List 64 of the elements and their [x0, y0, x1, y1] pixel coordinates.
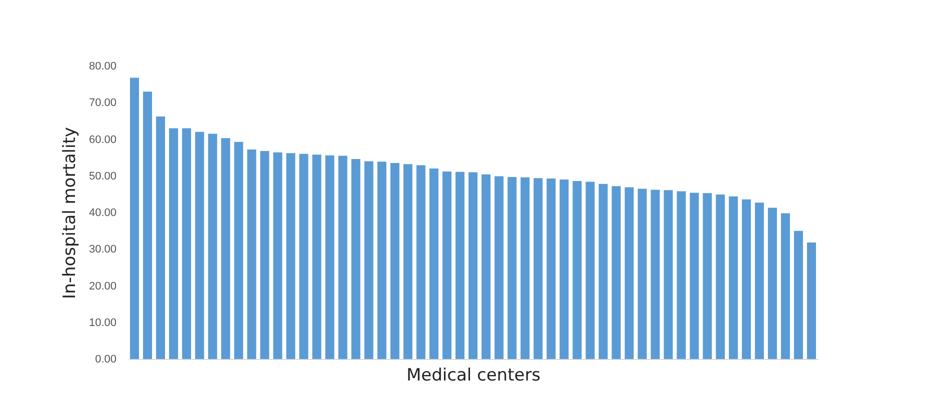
bar	[572, 181, 582, 359]
bar	[247, 150, 256, 359]
bar	[768, 208, 777, 359]
bar	[416, 165, 426, 359]
bar	[508, 176, 517, 359]
bar	[351, 159, 360, 359]
bar	[234, 142, 244, 359]
bar	[728, 196, 738, 359]
bar	[560, 180, 569, 359]
bar	[130, 78, 140, 359]
y-tick-label: 10.00	[88, 316, 116, 329]
bar	[260, 150, 270, 359]
bar	[156, 116, 166, 359]
y-tick-label: 60.00	[88, 134, 116, 146]
y-tick-label: 30.00	[88, 244, 116, 256]
bar	[143, 92, 152, 359]
bar	[676, 191, 686, 359]
bar	[364, 161, 374, 359]
bar	[273, 152, 282, 359]
y-tick-label: 50.00	[88, 170, 116, 182]
bar	[520, 177, 530, 359]
bar	[650, 190, 660, 359]
bar	[182, 128, 192, 359]
bar	[338, 156, 348, 359]
bar	[586, 182, 595, 359]
bar	[286, 153, 296, 359]
bar	[598, 184, 608, 359]
bar	[442, 171, 452, 359]
y-tick-label: 0.00	[95, 354, 116, 366]
y-tick-label: 20.00	[88, 280, 116, 292]
bar	[390, 163, 400, 359]
bar	[794, 230, 803, 359]
bar	[690, 192, 699, 359]
bar	[534, 178, 543, 359]
bar	[494, 176, 504, 359]
bar	[403, 164, 412, 359]
y-axis-title: In-hospital mortality	[60, 127, 80, 299]
bar	[429, 168, 438, 359]
bar	[169, 128, 178, 359]
bar	[221, 138, 230, 359]
bar	[482, 174, 491, 359]
y-tick-label: 40.00	[88, 207, 116, 219]
bar	[780, 213, 790, 359]
bar	[195, 132, 204, 359]
bar	[299, 154, 308, 359]
y-tick-label: 80.00	[88, 60, 116, 72]
bar	[455, 172, 464, 359]
bar	[546, 178, 556, 359]
bar	[377, 162, 386, 359]
bar	[325, 155, 334, 359]
y-tick-label: 70.00	[88, 97, 116, 110]
bar	[208, 134, 218, 359]
x-axis-title: Medical centers	[406, 366, 541, 386]
bar	[754, 202, 764, 359]
bar	[312, 154, 322, 359]
bar	[716, 194, 725, 359]
bar	[702, 193, 712, 359]
bar	[742, 199, 751, 359]
bar	[664, 190, 673, 359]
bar	[638, 188, 647, 359]
bar	[624, 187, 634, 359]
bar	[468, 172, 478, 359]
bar	[612, 186, 621, 359]
bar	[806, 242, 816, 359]
